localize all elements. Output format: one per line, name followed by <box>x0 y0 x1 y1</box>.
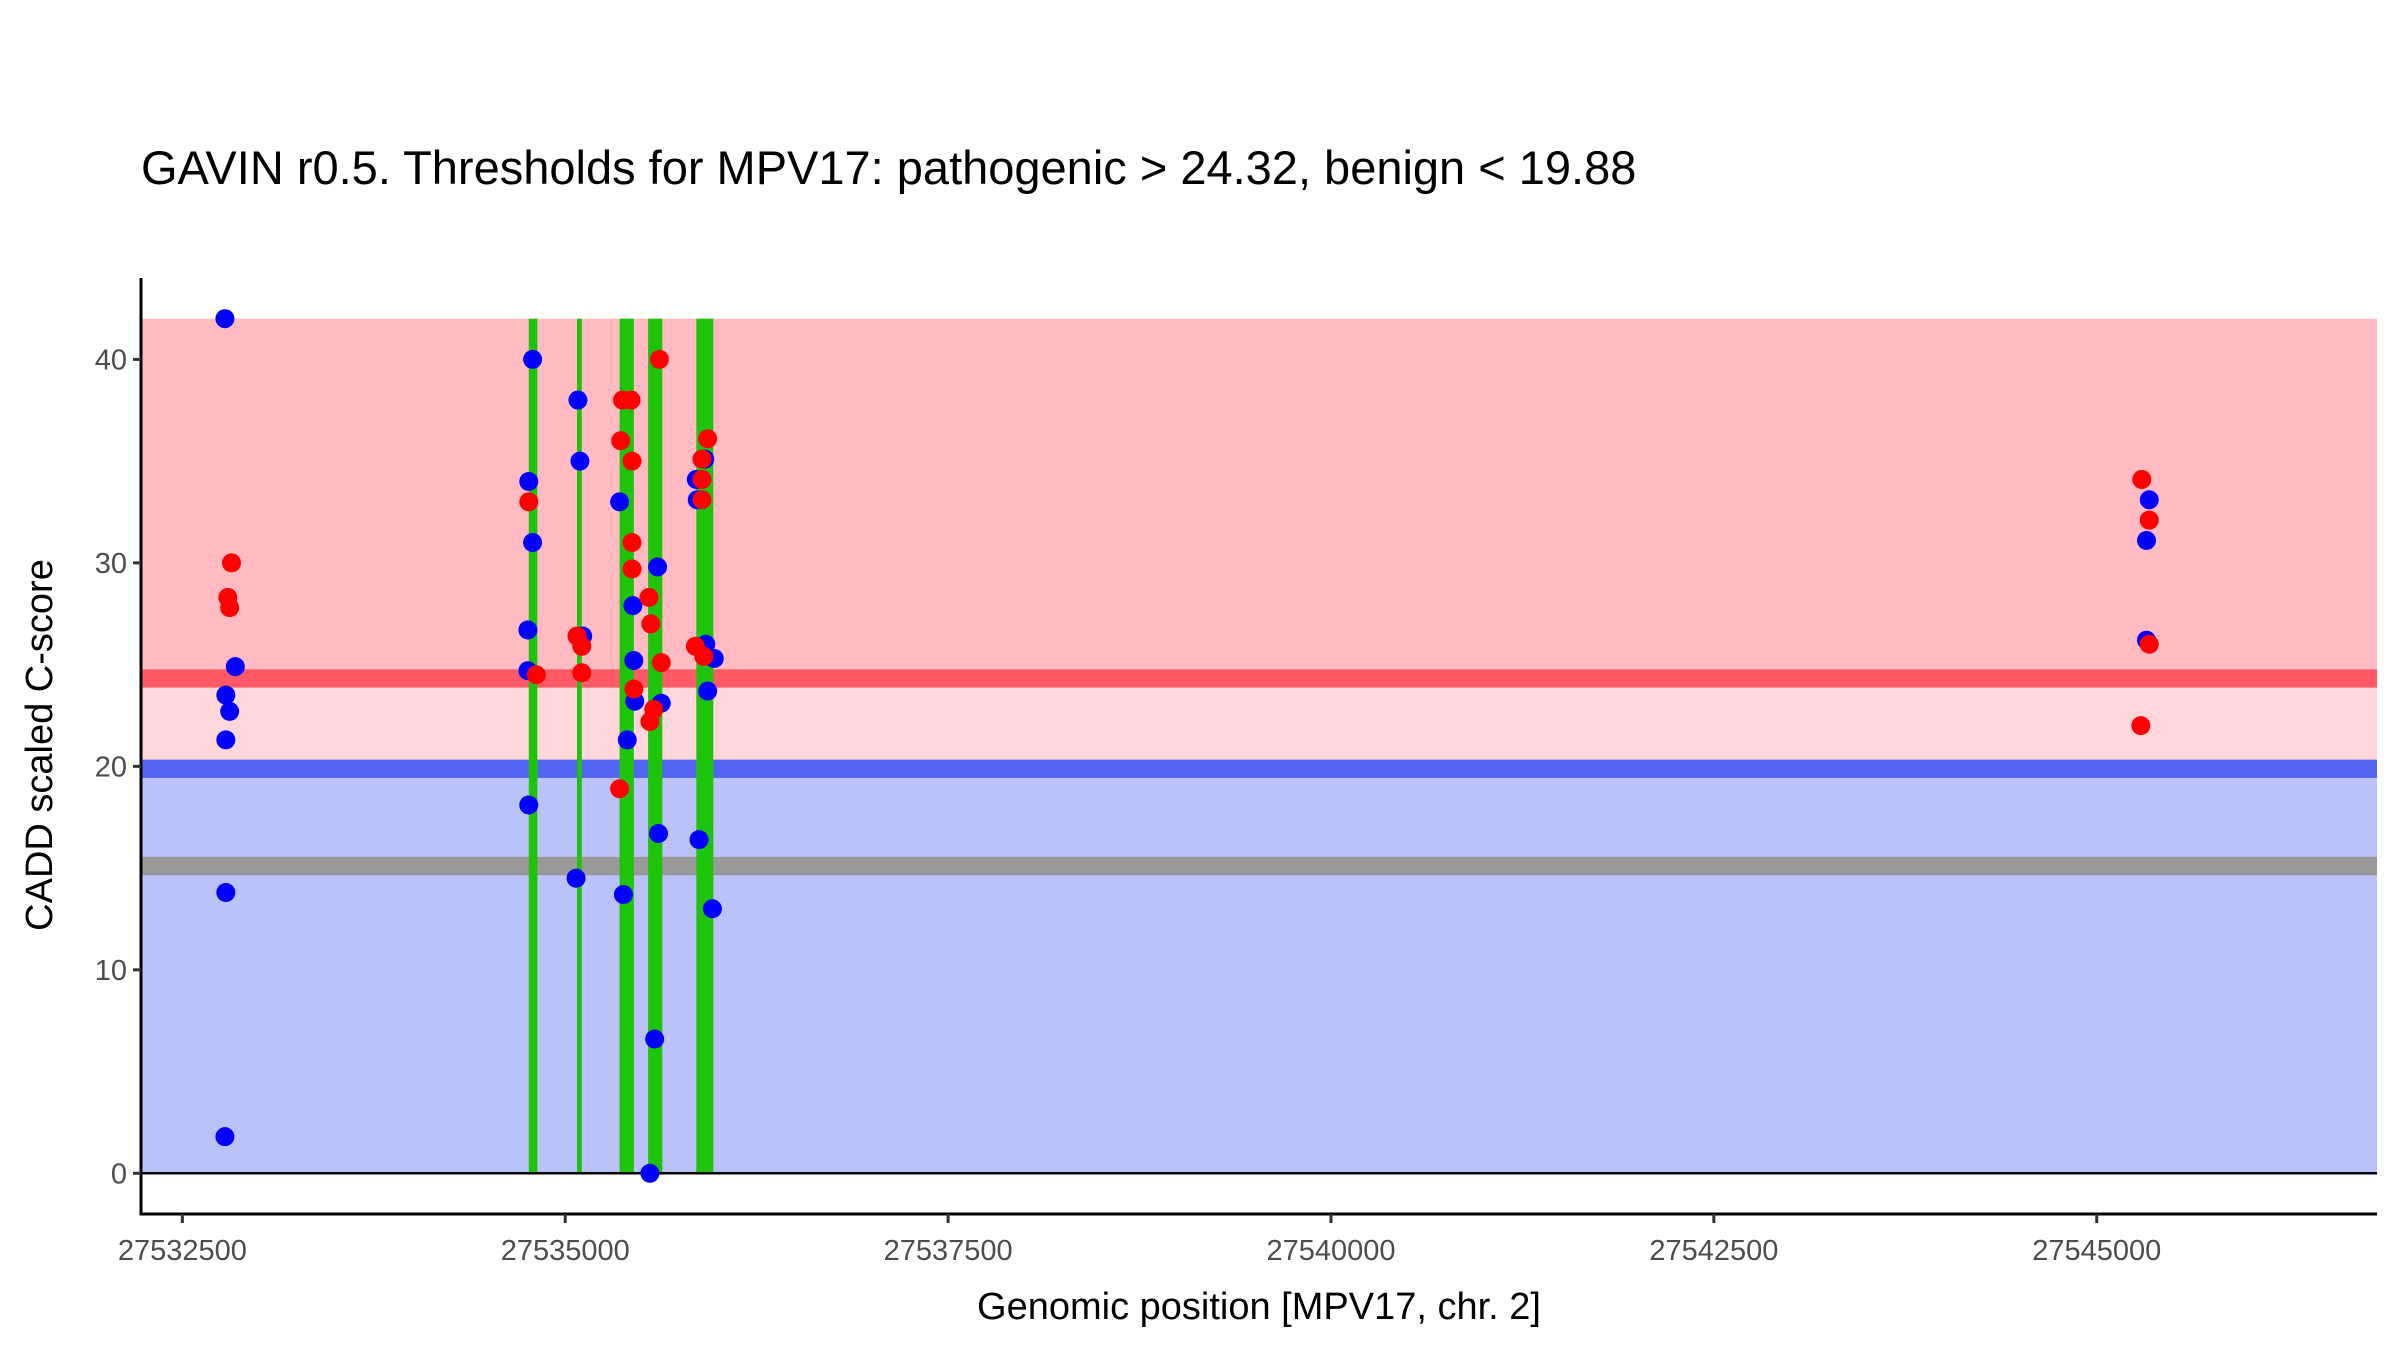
gnomad-point <box>215 309 235 329</box>
gnomad-point <box>702 899 722 919</box>
gnomad-point <box>519 795 539 815</box>
gnomad-point <box>568 390 588 410</box>
clinvar-point <box>611 431 631 451</box>
clinvar-point <box>651 653 671 673</box>
exon-bar-5 <box>696 318 714 1174</box>
gnomad-point <box>225 657 245 677</box>
gnomad-point <box>566 868 586 888</box>
clinvar-point <box>2131 716 2151 736</box>
gnomad-point <box>640 1163 660 1183</box>
x-tick-label: 27537500 <box>884 1235 1013 1267</box>
benign-zone <box>141 768 2377 1174</box>
gnomad-point <box>216 730 236 750</box>
benign-threshold <box>141 759 2377 778</box>
y-tick-label: 30 <box>95 548 127 580</box>
gnomad-point <box>689 830 709 850</box>
clinvar-point <box>220 598 240 618</box>
clinvar-point <box>639 587 659 607</box>
gnomad-point <box>624 651 644 671</box>
clinvar-point <box>526 665 546 685</box>
gnomad-point <box>216 685 236 705</box>
clinvar-point <box>2139 510 2159 530</box>
clinvar-point <box>622 533 642 553</box>
exon-bar-1 <box>528 318 538 1174</box>
gnomad-point <box>523 349 543 369</box>
clinvar-point <box>640 712 660 732</box>
x-tick-label: 27532500 <box>118 1235 247 1267</box>
gnomad-point <box>610 492 630 512</box>
y-tick-label: 10 <box>95 955 127 987</box>
gnomad-point <box>519 471 539 491</box>
clinvar-point <box>519 492 539 512</box>
y-tick-label: 20 <box>95 751 127 783</box>
gnomad-point <box>648 823 668 843</box>
x-tick-label: 27542500 <box>1649 1235 1778 1267</box>
exon-bar-4 <box>648 318 663 1174</box>
pathogenic-zone <box>141 318 2377 679</box>
clinvar-point <box>621 390 641 410</box>
x-tick-label: 27540000 <box>1266 1235 1395 1267</box>
x-tick-label: 27545000 <box>2032 1235 2161 1267</box>
pathogenic-threshold <box>141 669 2377 688</box>
exon-bar-2 <box>577 318 582 1174</box>
genome-wide-fallback-threshold <box>141 856 2377 876</box>
x-axis-title: Genomic position [MPV17, chr. 2] <box>977 1286 1541 1328</box>
clinvar-point <box>692 469 712 489</box>
y-axis-title: CADD scaled C-score <box>19 559 61 931</box>
clinvar-point <box>692 449 712 469</box>
gnomad-point <box>215 1127 235 1147</box>
gnomad-point <box>220 701 240 721</box>
gnomad-point <box>518 620 538 640</box>
axes: 0 10 20 30 40 27532500 27535000 27537500 2754000… <box>95 278 2377 1267</box>
gnomad-point <box>623 596 643 616</box>
x-tick-label: 27535000 <box>501 1235 630 1267</box>
gnomad-point <box>645 1029 665 1049</box>
gnomad-point <box>570 451 590 471</box>
gnomad-point <box>648 557 668 577</box>
clinvar-point <box>572 636 592 656</box>
clinvar-point <box>2132 469 2152 489</box>
gnomad-point <box>2137 530 2157 550</box>
grey-zone <box>141 678 2377 769</box>
data-points <box>215 309 2159 1183</box>
clinvar-point <box>2139 634 2159 654</box>
clinvar-point <box>641 614 661 634</box>
title-line-1: GAVIN r0.5. Thresholds for MPV17: pathog… <box>141 141 1637 194</box>
clinvar-point <box>622 559 642 579</box>
clinvar-point <box>692 490 712 510</box>
clinvar-point <box>624 679 644 699</box>
gnomad-point <box>613 885 633 905</box>
gnomad-point <box>698 681 718 701</box>
clinvar-point <box>572 663 592 683</box>
gnomad-point <box>523 533 543 553</box>
gnomad-point <box>2139 490 2159 510</box>
clinvar-point <box>649 349 669 369</box>
clinvar-point <box>698 429 718 449</box>
clinvar-point <box>222 553 242 573</box>
clinvar-point <box>694 646 714 666</box>
clinvar-point <box>622 451 642 471</box>
y-tick-label: 40 <box>95 344 127 376</box>
threshold-regions <box>141 318 2377 1174</box>
gnomad-point <box>216 883 236 903</box>
clinvar-point <box>610 779 630 799</box>
gnomad-point <box>617 730 637 750</box>
clinvar-points <box>218 349 2159 799</box>
y-tick-label: 0 <box>111 1158 127 1190</box>
